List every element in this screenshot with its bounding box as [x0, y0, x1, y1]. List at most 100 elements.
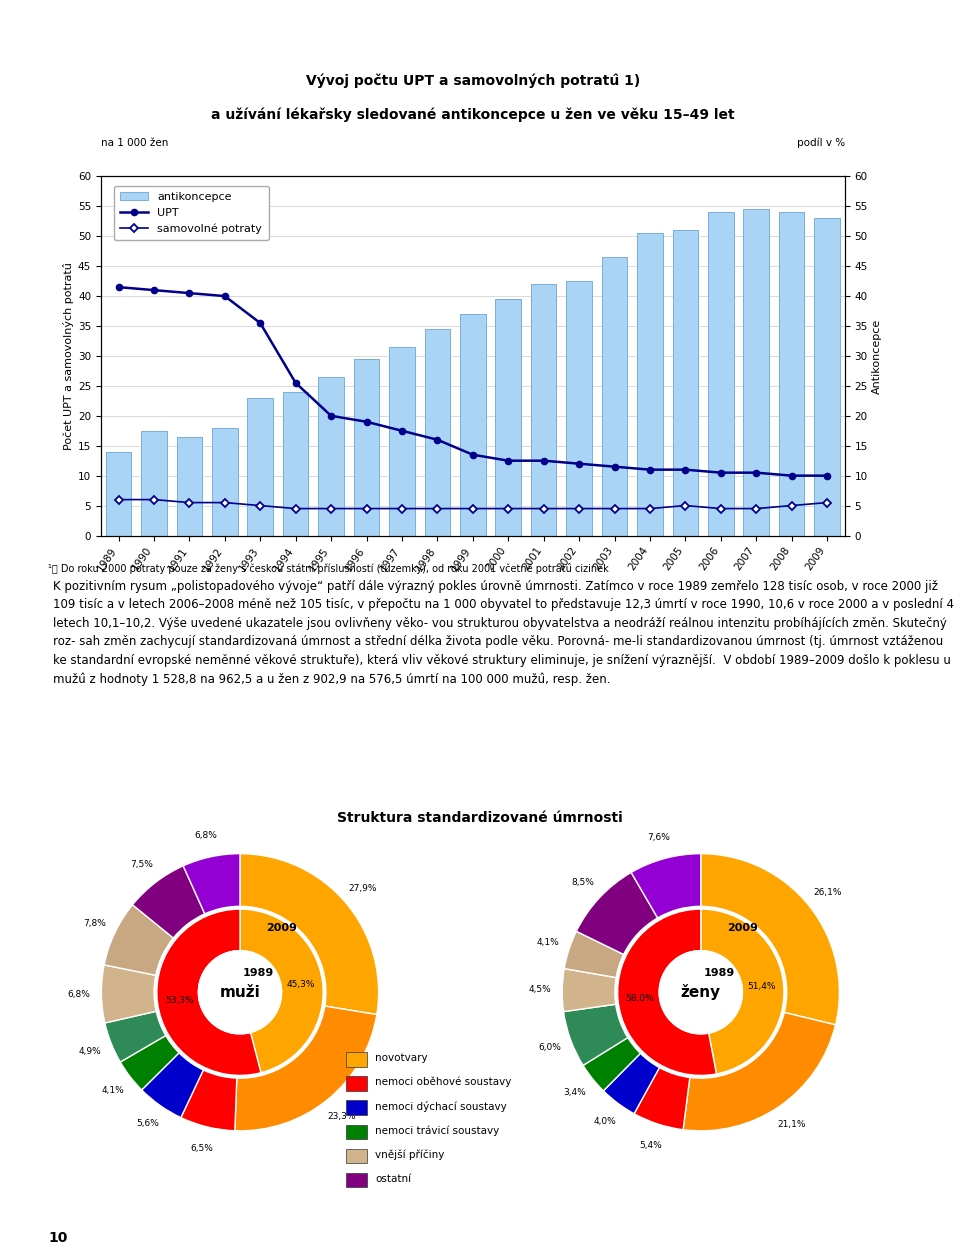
Bar [353, 359, 379, 536]
Bar [673, 231, 698, 536]
Text: ostatní: ostatní [375, 1173, 411, 1183]
Bar [346, 1100, 367, 1115]
Text: 1989: 1989 [703, 968, 734, 978]
Text: 51,4%: 51,4% [747, 982, 776, 990]
Text: 5,4%: 5,4% [639, 1140, 662, 1149]
Text: 6,8%: 6,8% [68, 990, 90, 999]
Wedge shape [120, 1036, 180, 1090]
Wedge shape [235, 1005, 376, 1130]
Wedge shape [564, 931, 624, 978]
Text: 5,6%: 5,6% [136, 1119, 158, 1128]
Wedge shape [102, 965, 156, 1023]
Text: 58,0%: 58,0% [626, 994, 655, 1003]
Text: 6,0%: 6,0% [539, 1042, 561, 1052]
Bar [319, 377, 344, 536]
Y-axis label: Počet UPT a samovolných potratû: Počet UPT a samovolných potratû [62, 262, 74, 450]
Wedge shape [183, 854, 240, 914]
Wedge shape [701, 910, 784, 1074]
Legend: antikoncepce, UPT, samovolné potraty: antikoncepce, UPT, samovolné potraty [114, 185, 269, 241]
Text: 4,1%: 4,1% [537, 939, 560, 948]
Text: na 1 000 žen: na 1 000 žen [101, 137, 168, 147]
Text: Úzis ČR 2010: Úzis ČR 2010 [830, 33, 922, 47]
Text: 53,3%: 53,3% [165, 995, 194, 1004]
Text: nemoci trávicí soustavy: nemoci trávicí soustavy [375, 1125, 499, 1135]
Text: 1989: 1989 [242, 968, 274, 978]
Wedge shape [617, 910, 716, 1075]
Bar [346, 1076, 367, 1091]
Text: 4,0%: 4,0% [593, 1116, 616, 1125]
Bar [779, 212, 804, 536]
Wedge shape [631, 854, 701, 919]
Wedge shape [563, 969, 616, 1012]
Bar [814, 218, 840, 536]
Wedge shape [104, 905, 174, 975]
Bar [177, 437, 203, 536]
Bar [283, 392, 308, 536]
Bar [346, 1149, 367, 1163]
Text: 7,6%: 7,6% [648, 833, 670, 842]
Bar [106, 452, 132, 536]
Wedge shape [583, 1037, 640, 1091]
Wedge shape [634, 1067, 690, 1130]
Text: novotvary: novotvary [375, 1053, 428, 1063]
Text: 7,8%: 7,8% [84, 919, 106, 929]
Wedge shape [701, 854, 839, 1024]
Wedge shape [132, 866, 204, 937]
Text: 2009: 2009 [266, 924, 297, 934]
Y-axis label: Antikoncepce: Antikoncepce [872, 319, 882, 393]
Text: K pozitivním rysum „polistopadového vývoje“ patří dále výrazný pokles úrovně úmr: K pozitivním rysum „polistopadového vývo… [53, 580, 954, 685]
Wedge shape [564, 1004, 628, 1066]
Text: 21,1%: 21,1% [778, 1120, 806, 1129]
Circle shape [199, 950, 281, 1033]
Bar [602, 257, 627, 536]
Bar [248, 398, 273, 536]
Text: 2009: 2009 [727, 924, 757, 934]
Bar [424, 329, 450, 536]
Text: 8,5%: 8,5% [572, 878, 594, 887]
Bar [346, 1052, 367, 1066]
Bar [346, 1124, 367, 1139]
Text: 26,1%: 26,1% [813, 888, 841, 897]
Text: 3,4%: 3,4% [564, 1089, 587, 1097]
Text: ¹⧣ Do roku 2000 potraty pouze za ženy s českou státní příslušností (tuzemky), od: ¹⧣ Do roku 2000 potraty pouze za ženy s … [48, 563, 609, 575]
Bar [212, 428, 237, 536]
Bar [495, 299, 521, 536]
Wedge shape [105, 1012, 166, 1062]
Bar [531, 285, 557, 536]
Wedge shape [142, 1053, 204, 1118]
Text: 6,5%: 6,5% [190, 1144, 213, 1153]
Wedge shape [156, 910, 261, 1075]
Bar [637, 233, 662, 536]
Bar [460, 314, 486, 536]
Wedge shape [240, 910, 324, 1072]
Bar [141, 431, 167, 536]
Text: 4,5%: 4,5% [529, 985, 551, 994]
Text: 27,9%: 27,9% [348, 883, 376, 892]
Wedge shape [240, 854, 378, 1014]
Text: Vývoj zdravotnictví České republiky po roce 1989: Vývoj zdravotnictví České republiky po r… [38, 32, 385, 47]
Text: muži: muži [220, 985, 260, 999]
Wedge shape [604, 1053, 660, 1114]
Bar [346, 1173, 367, 1187]
Text: 23,3%: 23,3% [327, 1113, 356, 1121]
Text: 4,9%: 4,9% [79, 1047, 102, 1056]
Bar [566, 281, 591, 536]
Bar [743, 209, 769, 536]
Text: 10: 10 [48, 1231, 67, 1245]
Text: Struktura standardizované úmrnosti: Struktura standardizované úmrnosti [337, 811, 623, 825]
Text: Vývoj počtu UPT a samovolných potratû 1): Vývoj počtu UPT a samovolných potratû 1… [305, 73, 640, 88]
Wedge shape [576, 872, 658, 954]
Bar [389, 346, 415, 536]
Bar [708, 212, 733, 536]
Circle shape [660, 950, 742, 1033]
Text: 4,1%: 4,1% [101, 1086, 124, 1095]
Text: 45,3%: 45,3% [286, 980, 315, 989]
Text: podíl v %: podíl v % [797, 137, 845, 147]
Wedge shape [684, 1013, 835, 1130]
Text: nemoci dýchací soustavy: nemoci dýchací soustavy [375, 1101, 507, 1111]
Text: ženy: ženy [681, 984, 721, 1000]
Text: 6,8%: 6,8% [195, 830, 218, 839]
Text: a užívání lékařsky sledované antikoncepce u žen ve věku 15–49 let: a užívání lékařsky sledované antikoncepc… [211, 107, 734, 122]
Text: vnější příčiny: vnější příčiny [375, 1149, 444, 1159]
Text: nemoci oběhové soustavy: nemoci oběhové soustavy [375, 1077, 512, 1087]
